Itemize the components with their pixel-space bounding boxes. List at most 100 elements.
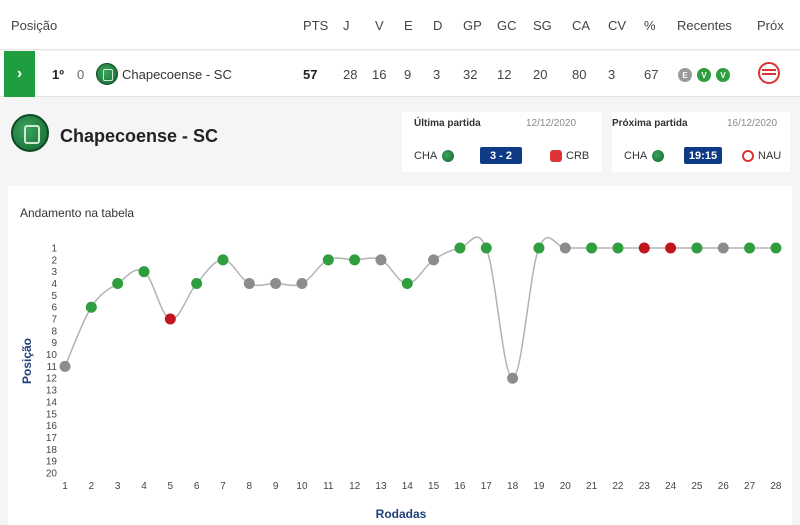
data-point — [375, 254, 387, 266]
chart-panel: Andamento na tabela — [8, 186, 792, 525]
x-tick-label: 25 — [691, 481, 703, 492]
y-tick-label: 12 — [46, 374, 58, 385]
col-e: E — [404, 18, 413, 33]
col-d: D — [433, 18, 443, 33]
data-point — [191, 278, 203, 290]
recent-result-badge: E — [678, 68, 692, 82]
x-tick-label: 19 — [533, 481, 545, 492]
away-crest-icon — [742, 150, 754, 162]
data-point — [717, 242, 729, 254]
y-tick-label: 7 — [51, 315, 57, 326]
y-tick-label: 9 — [51, 338, 57, 349]
x-tick-label: 24 — [665, 481, 677, 492]
col-gc: GC — [497, 18, 517, 33]
y-tick-label: 17 — [46, 433, 58, 444]
chevron-right-icon[interactable]: › — [4, 51, 35, 97]
x-tick-label: 4 — [141, 481, 147, 492]
data-point — [507, 372, 519, 384]
y-tick-label: 8 — [51, 326, 57, 337]
next-match-label: Próxima partida — [612, 118, 688, 129]
next-match-time: 19:15 — [684, 147, 722, 164]
y-tick-label: 6 — [51, 303, 57, 314]
data-point — [586, 242, 598, 254]
x-tick-label: 15 — [428, 481, 440, 492]
col-v: V — [375, 18, 384, 33]
x-tick-label: 22 — [612, 481, 624, 492]
row-sg: 20 — [533, 67, 548, 82]
row-gp: 32 — [463, 67, 478, 82]
x-tick-label: 26 — [718, 481, 730, 492]
x-tick-label: 23 — [639, 481, 651, 492]
x-tick-label: 12 — [349, 481, 361, 492]
y-tick-label: 18 — [46, 445, 58, 456]
col-ca: CA — [572, 18, 591, 33]
row-j: 28 — [343, 67, 358, 82]
data-point — [454, 242, 466, 254]
y-tick-label: 19 — [46, 457, 58, 468]
x-tick-label: 5 — [168, 481, 174, 492]
data-point — [533, 242, 545, 254]
col-gp: GP — [463, 18, 482, 33]
col-pct: % — [644, 18, 656, 33]
x-tick-label: 1 — [62, 481, 68, 492]
col-j: J — [343, 18, 350, 33]
y-tick-label: 15 — [46, 409, 58, 420]
standings-header: Posição PTS J V E D GP GC SG CA CV % Rec… — [0, 0, 800, 50]
data-point — [296, 278, 308, 290]
last-match-card[interactable]: Última partida 12/12/2020 CHA 3 - 2 CRB — [402, 112, 602, 172]
row-cv: 3 — [608, 67, 616, 82]
y-tick-label: 13 — [46, 386, 58, 397]
next-match-date: 16/12/2020 — [727, 118, 778, 129]
y-tick-label: 2 — [51, 255, 57, 266]
data-point — [559, 242, 571, 254]
col-prox: Próx — [757, 18, 784, 33]
data-point — [164, 313, 176, 325]
data-point — [638, 242, 650, 254]
data-point — [217, 254, 229, 266]
data-point — [691, 242, 703, 254]
series-line — [64, 236, 776, 379]
y-tick-label: 3 — [51, 267, 57, 278]
last-match-date: 12/12/2020 — [526, 118, 577, 129]
x-tick-label: 11 — [323, 481, 334, 492]
x-tick-label: 17 — [481, 481, 493, 492]
x-tick-label: 27 — [744, 481, 756, 492]
x-axis-title: Rodadas — [376, 507, 427, 521]
row-variation: 0 — [77, 67, 85, 82]
row-pct: 67 — [644, 67, 659, 82]
y-axis-title: Posição — [20, 338, 34, 384]
y-tick-label: 20 — [46, 468, 58, 479]
last-match-home: CHA — [414, 150, 438, 162]
data-point — [744, 242, 756, 254]
row-e: 9 — [404, 67, 412, 82]
row-v: 16 — [372, 67, 387, 82]
team-title: Chapecoense - SC — [60, 126, 219, 146]
next-match-card[interactable]: Próxima partida 16/12/2020 CHA 19:15 NAU — [612, 112, 790, 172]
x-tick-label: 14 — [402, 481, 414, 492]
x-tick-label: 20 — [560, 481, 572, 492]
col-pts: PTS — [303, 18, 329, 33]
x-tick-label: 13 — [375, 481, 387, 492]
row-team-name[interactable]: Chapecoense - SC — [122, 67, 232, 82]
recent-result-badge: V — [716, 68, 730, 82]
x-tick-label: 2 — [89, 481, 95, 492]
y-tick-label: 14 — [46, 397, 58, 408]
data-point — [270, 278, 282, 290]
data-point — [85, 301, 97, 313]
y-tick-label: 5 — [51, 291, 57, 302]
col-sg: SG — [533, 18, 552, 33]
x-tick-label: 28 — [770, 481, 782, 492]
col-posicao: Posição — [11, 18, 58, 33]
y-tick-label: 1 — [51, 244, 57, 255]
row-pts: 57 — [303, 67, 318, 82]
x-tick-label: 18 — [507, 481, 519, 492]
away-crest-icon — [550, 150, 562, 162]
data-point — [322, 254, 334, 266]
table-row[interactable]: › 1º 0 Chapecoense - SC 57 28 16 9 3 32 … — [0, 51, 800, 97]
next-opponent-crest-icon — [758, 62, 780, 84]
col-recentes: Recentes — [677, 18, 732, 33]
x-tick-label: 21 — [586, 481, 598, 492]
row-ca: 80 — [572, 67, 587, 82]
data-point — [59, 360, 71, 372]
